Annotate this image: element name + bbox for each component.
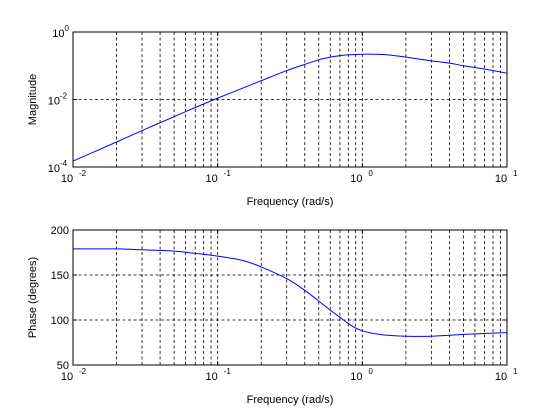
magnitude-ticks: 10 -2 10 -1 10 0 10 110 -410 -210 0 [48,24,518,185]
magnitude-x-tick-label: 10 [350,173,362,185]
magnitude-y-tick-exponent: 0 [65,24,70,33]
magnitude-x-tick-label: 10 [61,173,73,185]
magnitude-x-tick-exponent: 0 [368,169,373,178]
phase-x-tick-label: 10 [495,371,507,383]
magnitude-x-tick-label: 10 [495,173,507,185]
magnitude-x-tick-exponent: -2 [79,169,87,178]
magnitude-x-tick-label: 10 [206,173,218,185]
phase-y-tick-label: 200 [51,225,69,237]
phase-y-tick-label: 50 [57,360,69,372]
magnitude-x-tick-exponent: -1 [224,169,232,178]
magnitude-y-tick-label: 10 [48,96,60,108]
phase-x-tick-exponent: -1 [224,367,232,376]
magnitude-y-axis-label: Magnitude [27,74,39,125]
phase-y-tick-label: 150 [51,270,69,282]
magnitude-series [72,53,508,162]
phase-curve [72,248,508,337]
phase-y-tick-label: 100 [51,315,69,327]
magnitude-plot: 10 -2 10 -1 10 0 10 110 -410 -210 0 Frequency (rad… [27,24,518,208]
phase-x-axis-label: Frequency (rad/s) [247,394,334,406]
magnitude-y-tick-exponent: -4 [60,159,68,168]
magnitude-grid [73,32,507,167]
phase-axes-frame [72,229,508,366]
phase-x-tick-label: 10 [206,371,218,383]
magnitude-x-axis-label: Frequency (rad/s) [247,196,334,208]
phase-y-axis-label: Phase (degrees) [27,257,39,338]
magnitude-y-tick-label: 10 [52,28,64,40]
phase-x-tick-exponent: -2 [79,367,87,376]
magnitude-x-tick-exponent: 1 [513,169,518,178]
magnitude-y-tick-label: 10 [48,163,60,175]
phase-x-tick-label: 10 [350,371,362,383]
phase-x-tick-label: 10 [61,371,73,383]
phase-series [72,248,508,337]
magnitude-y-tick-exponent: -2 [60,92,68,101]
phase-x-tick-exponent: 0 [368,367,373,376]
magnitude-curve [72,53,508,162]
phase-x-tick-exponent: 1 [513,367,518,376]
phase-grid [73,230,507,365]
